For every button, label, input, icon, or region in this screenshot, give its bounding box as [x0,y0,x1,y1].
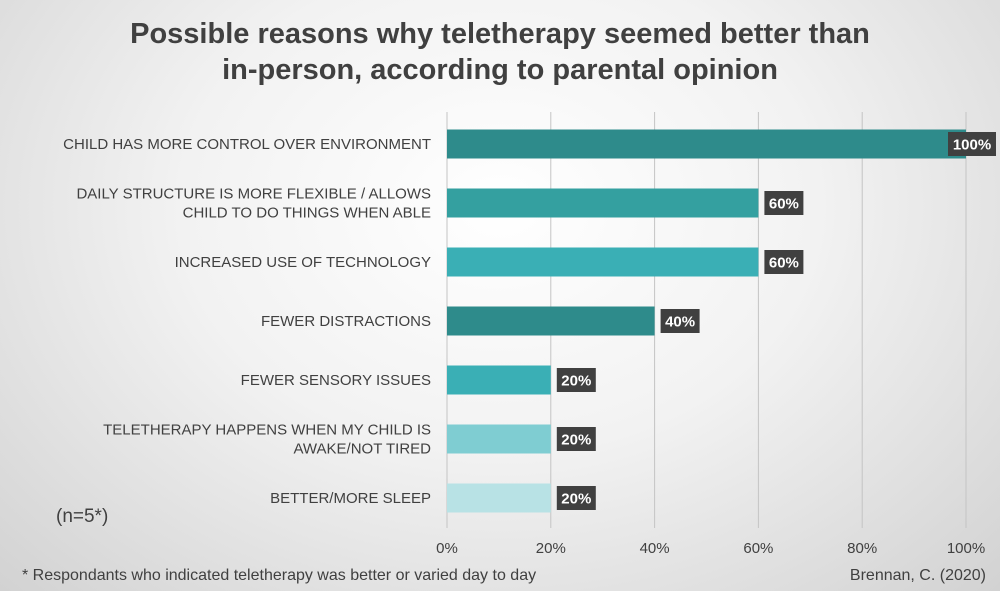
bar [447,247,759,277]
data-label: 20% [561,491,591,508]
category-label: TELETHERAPY HAPPENS WHEN MY CHILD IS [103,422,431,439]
bar [447,483,551,513]
data-label-box [556,427,596,451]
source-credit: Brennan, C. (2020) [849,567,986,584]
bar [447,129,966,159]
category-label: DAILY STRUCTURE IS MORE FLEXIBLE / ALLOW… [76,186,431,203]
chart-title: Possible reasons why teletherapy seemed … [0,16,1000,88]
x-tick-label: 0% [436,540,458,557]
category-label: FEWER SENSORY ISSUES [241,372,431,389]
bar [447,306,655,336]
x-tick-label: 100% [947,540,985,557]
footnote: * Respondants who indicated teletherapy … [22,567,537,584]
sample-size-note: (n=5*) [56,506,109,527]
category-label: CHILD TO DO THINGS WHEN ABLE [183,205,431,222]
category-label: BETTER/MORE SLEEP [270,490,431,507]
data-label: 20% [561,373,591,390]
bar [447,365,551,395]
bar [447,188,759,218]
bar [447,424,551,454]
data-label-box [556,486,596,510]
data-label: 60% [769,196,799,213]
data-label-box [764,191,804,215]
category-label: INCREASED USE OF TECHNOLOGY [175,254,431,271]
data-label-box [556,368,596,392]
data-label-box [948,132,996,156]
data-label-box [660,309,700,333]
data-label: 20% [561,432,591,449]
data-label-box [764,250,804,274]
category-label: CHILD HAS MORE CONTROL OVER ENVIRONMENT [63,136,431,153]
x-tick-label: 80% [847,540,877,557]
category-label: AWAKE/NOT TIRED [293,441,431,458]
chart-title-line-1: Possible reasons why teletherapy seemed … [130,18,870,50]
x-tick-label: 40% [640,540,670,557]
category-label: FEWER DISTRACTIONS [261,313,431,330]
data-label: 40% [665,314,695,331]
chart-title-line-2: in-person, according to parental opinion [222,54,778,86]
x-tick-label: 60% [743,540,773,557]
data-label: 60% [769,255,799,272]
x-tick-label: 20% [536,540,566,557]
data-label: 100% [953,137,991,154]
